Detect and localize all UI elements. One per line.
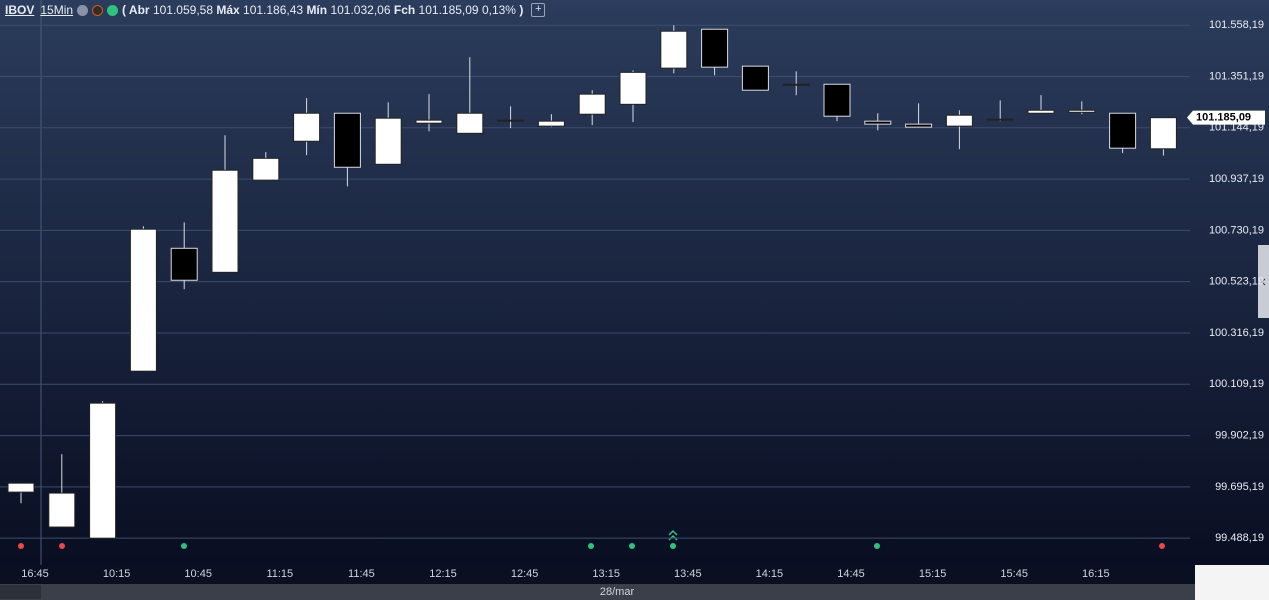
side-handle-arrow [1261, 278, 1266, 286]
candle-body [374, 117, 402, 165]
x-tick-label: 13:15 [592, 568, 620, 580]
quote: ( Abr 101.059,58 Máx 101.186,43 Mín 101.… [122, 3, 523, 17]
signal-arrow [668, 529, 678, 541]
change: 0,13% [481, 3, 516, 17]
x-tick-label: 13:45 [674, 568, 702, 580]
x-tick-label: 14:45 [837, 568, 865, 580]
scrollbar-left[interactable] [0, 585, 41, 599]
price-tag: 101.185,09 [1187, 110, 1265, 125]
candle-body [7, 482, 35, 493]
signal-dot [181, 543, 187, 549]
candle-body [497, 119, 525, 122]
signal-dot [18, 543, 24, 549]
candle-body [211, 169, 239, 273]
candle-body [905, 123, 933, 128]
grid [0, 24, 1190, 539]
symbol[interactable]: IBOV [5, 3, 35, 17]
y-tick-label: 100.523,19 [1209, 276, 1264, 288]
signal-dot [629, 543, 635, 549]
candle-body [293, 112, 321, 142]
candle-body [537, 120, 565, 127]
candle-body [333, 112, 361, 168]
candle-body [986, 118, 1014, 121]
x-tick-label: 14:15 [756, 568, 784, 580]
quote-label: Abr [128, 3, 150, 17]
corner-box [1195, 565, 1269, 600]
x-tick-label: 11:45 [348, 568, 375, 580]
side-handle[interactable] [1258, 245, 1269, 318]
settings-icon[interactable] [77, 4, 89, 16]
quote-label: Máx [216, 3, 240, 17]
status-icon[interactable] [107, 4, 119, 16]
bracket: ) [519, 3, 524, 17]
quote-label: Fch [393, 3, 416, 17]
interval[interactable]: 15Min [40, 3, 74, 17]
y-tick-label: 99.902,19 [1215, 429, 1264, 441]
bracket: ( [122, 3, 127, 17]
candle-body [415, 119, 443, 124]
x-tick-label: 15:15 [919, 568, 947, 580]
candle-body [619, 71, 647, 105]
y-tick-label: 101.351,19 [1209, 70, 1264, 82]
x-tick-label: 16:45 [21, 568, 49, 580]
candle-body [89, 402, 117, 539]
y-tick-label: 100.730,19 [1209, 224, 1264, 236]
candle-body [48, 492, 76, 528]
signal-dot [59, 543, 65, 549]
candle-body [701, 28, 729, 68]
y-tick-label: 101.558,19 [1209, 19, 1264, 31]
quote-label: Mín [306, 3, 328, 17]
y-tick-label: 99.695,19 [1215, 481, 1264, 493]
play-icon[interactable] [92, 4, 104, 16]
candle-body [1149, 117, 1177, 150]
candle-body [945, 114, 973, 127]
x-tick-label: 12:45 [511, 568, 539, 580]
signal-dot [1159, 543, 1165, 549]
x-tick-label: 10:45 [184, 568, 212, 580]
candle-body [578, 93, 606, 115]
candle-body [823, 83, 851, 117]
quote-value: 101.185,09 [418, 3, 479, 17]
x-tick-label: 15:45 [1000, 568, 1028, 580]
candle-body [129, 228, 157, 372]
quote-value: 101.186,43 [243, 3, 304, 17]
price-tag-box [1187, 110, 1265, 125]
header: IBOV 15Min ( Abr 101.059,58 Máx 101.186,… [5, 2, 546, 18]
date-label: 28/mar [600, 586, 635, 598]
candle-body [782, 83, 810, 86]
price-tag-label: 101.185,09 [1196, 112, 1251, 124]
y-tick-label: 101.144,19 [1209, 122, 1264, 134]
x-tick-label: 11:15 [266, 568, 293, 580]
x-tick-label: 16:15 [1082, 568, 1110, 580]
candle-body [741, 65, 769, 91]
quote-value: 101.059,58 [152, 3, 213, 17]
y-tick-label: 100.109,19 [1209, 378, 1264, 390]
candle-body [1027, 109, 1055, 114]
add-button[interactable]: + [531, 3, 546, 17]
candle-body [660, 30, 688, 69]
candle-body [864, 120, 892, 125]
y-tick-label: 99.488,19 [1215, 532, 1264, 544]
candle-body [1068, 109, 1096, 113]
y-tick-label: 100.316,19 [1209, 327, 1264, 339]
candle-body [170, 247, 198, 281]
quote-value: 101.032,06 [330, 3, 391, 17]
candle-body [1109, 112, 1137, 149]
candle-body [456, 112, 484, 134]
scrollbar[interactable] [0, 584, 1195, 600]
time-axis-background [0, 565, 1195, 584]
signal-dot [588, 543, 594, 549]
candle-body [252, 157, 280, 181]
x-tick-label: 12:15 [429, 568, 457, 580]
y-tick-label: 100.937,19 [1209, 173, 1264, 185]
signal-dot [670, 543, 676, 549]
signal-dot [874, 543, 880, 549]
x-tick-label: 10:15 [103, 568, 131, 580]
